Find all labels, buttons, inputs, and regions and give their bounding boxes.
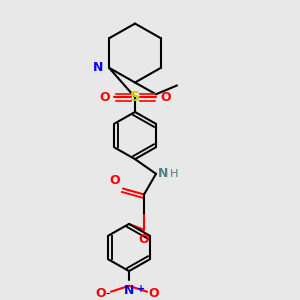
Text: N: N <box>93 61 103 74</box>
Text: -: - <box>105 287 110 300</box>
Text: N: N <box>158 167 168 180</box>
Text: O: O <box>160 91 171 104</box>
Text: O: O <box>96 287 106 300</box>
Text: O: O <box>139 233 149 246</box>
Text: O: O <box>110 174 120 187</box>
Text: O: O <box>99 91 110 104</box>
Text: N: N <box>124 284 134 297</box>
Text: S: S <box>130 90 140 104</box>
Text: +: + <box>136 284 145 294</box>
Text: O: O <box>148 287 159 300</box>
Text: H: H <box>169 169 178 179</box>
